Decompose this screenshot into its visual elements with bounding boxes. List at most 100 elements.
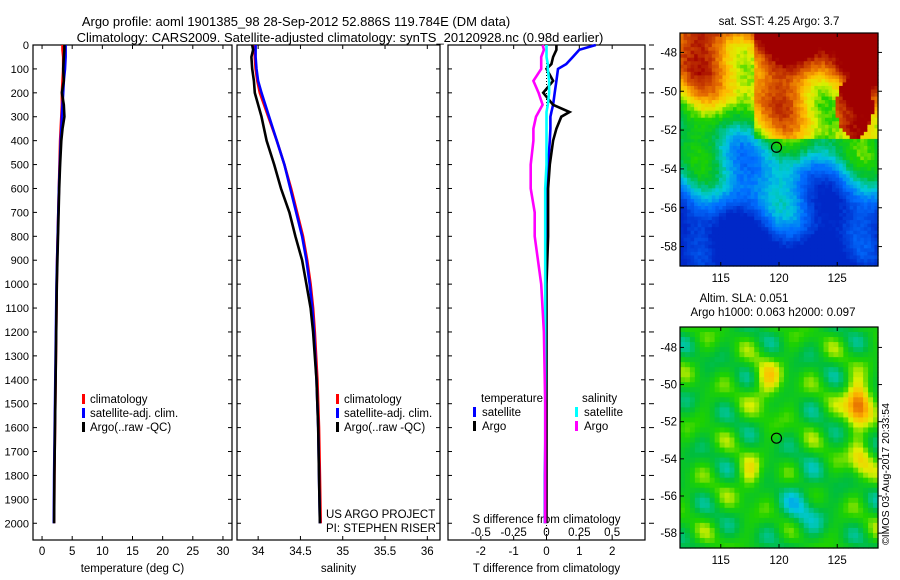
map-cell: [684, 377, 691, 383]
map-cell: [874, 89, 879, 94]
map-cell: [694, 103, 699, 108]
map-cell: [684, 462, 691, 469]
map-cell: [715, 131, 720, 136]
map-cell: [733, 241, 738, 246]
map-cell: [810, 202, 815, 207]
map-cell: [684, 472, 691, 479]
map-cell: [775, 195, 780, 200]
map-cell: [789, 241, 794, 246]
map-cell: [810, 177, 815, 182]
map-cell: [715, 110, 720, 115]
map-cell: [832, 191, 837, 196]
map-cell: [750, 93, 755, 98]
map-cell: [722, 188, 727, 193]
map-cell: [824, 36, 830, 41]
map-cell: [744, 352, 750, 358]
map-cell: [724, 367, 731, 373]
map-cell: [722, 93, 727, 98]
map-cell: [725, 78, 731, 84]
map-cell: [718, 43, 724, 48]
sst-map-title: sat. SST: 4.25 Argo: 3.7: [719, 16, 840, 28]
map-cell: [683, 220, 688, 225]
map-cell: [704, 372, 711, 378]
map-cell: [832, 100, 837, 105]
map-cell: [761, 96, 766, 101]
map-cell: [807, 96, 812, 101]
map-cell: [694, 68, 699, 73]
map-cell: [824, 220, 830, 225]
map-cell: [697, 47, 702, 52]
map-cell: [860, 100, 865, 105]
map-cell: [694, 407, 701, 413]
map-cell: [701, 220, 706, 225]
map-cell: [768, 142, 773, 147]
map-cell: [684, 507, 691, 514]
map-cell: [754, 153, 759, 158]
map-cell: [803, 213, 808, 218]
map-cell: [743, 195, 748, 200]
map-cell: [708, 177, 713, 182]
map-cell: [734, 512, 740, 519]
map-cell: [764, 522, 770, 529]
map-cell: [724, 532, 731, 539]
map-cell: [694, 198, 699, 204]
map-cell: [783, 417, 790, 424]
map-cell: [718, 251, 724, 257]
map-cell: [733, 160, 738, 165]
map-cell: [750, 145, 755, 151]
map-cell: [783, 432, 790, 439]
map-cell: [743, 198, 748, 204]
map-cell: [793, 216, 798, 221]
map-cell: [853, 227, 858, 232]
map-cell: [789, 117, 794, 122]
map-cell: [874, 195, 879, 200]
map-cell: [807, 191, 812, 196]
map-cell: [814, 89, 819, 94]
map-cell: [824, 47, 830, 52]
x-tick-label: 2: [609, 546, 615, 558]
map-cell: [722, 54, 727, 59]
map-cell: [690, 131, 695, 136]
map-cell: [853, 198, 858, 204]
map-cell: [817, 184, 823, 189]
map-cell: [733, 163, 738, 168]
map-cell: [828, 85, 833, 91]
map-cell: [807, 82, 812, 87]
map-cell: [729, 467, 736, 474]
map-cell: [701, 205, 706, 211]
map-cell: [690, 36, 695, 41]
map-cell: [689, 332, 696, 338]
map-cell: [835, 68, 840, 73]
map-cell: [694, 184, 699, 189]
map-cell: [839, 156, 844, 161]
map-cell: [853, 138, 858, 144]
map-cell: [711, 227, 716, 232]
map-cell: [867, 237, 872, 242]
map-cell: [807, 110, 812, 115]
map-cell: [774, 537, 780, 544]
map-cell: [835, 40, 840, 45]
map-cell: [683, 78, 688, 84]
map-cell: [743, 75, 748, 80]
map-cell: [856, 138, 861, 144]
map-cell: [709, 442, 716, 449]
map-cell: [715, 93, 720, 98]
map-cell: [817, 160, 823, 165]
map-cell: [849, 188, 854, 193]
map-cell: [824, 103, 830, 108]
map-cell: [754, 402, 760, 408]
map-cell: [740, 198, 745, 204]
map-cell: [747, 43, 752, 48]
map-cell: [810, 198, 815, 204]
map-cell: [724, 342, 731, 348]
map-cell: [733, 100, 738, 105]
map-cell: [754, 382, 760, 388]
map-cell: [807, 188, 812, 193]
map-cell: [839, 213, 844, 218]
map-cell: [832, 43, 837, 48]
map-cell: [736, 177, 741, 182]
map-cell: [867, 131, 872, 136]
map-cell: [788, 347, 795, 353]
map-cell: [824, 255, 830, 260]
map-cell: [734, 467, 740, 474]
